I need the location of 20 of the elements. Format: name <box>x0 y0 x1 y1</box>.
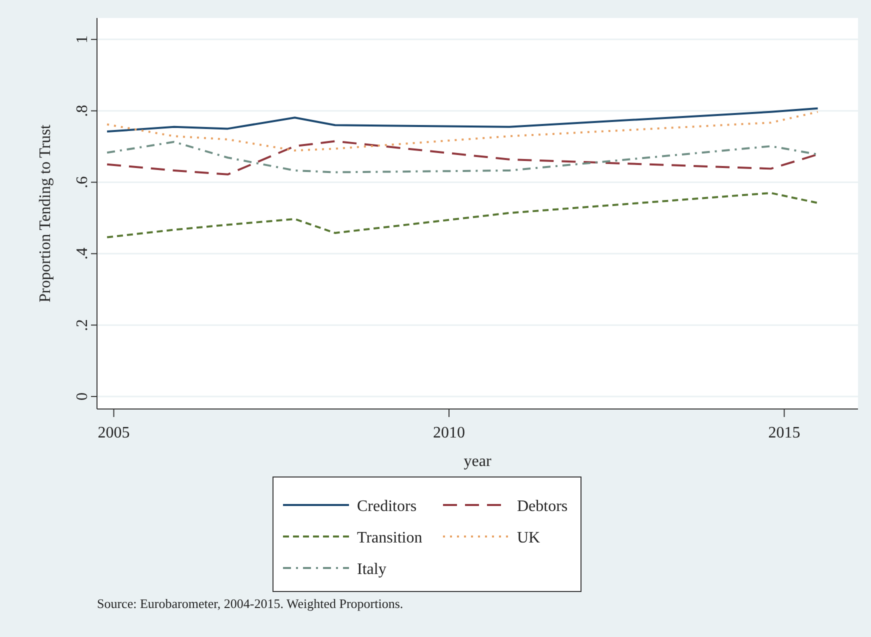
y-tick-label: .6 <box>74 176 91 188</box>
y-tick-label: .2 <box>74 319 91 332</box>
legend-label: UK <box>517 530 541 546</box>
legend-label: Debtors <box>517 498 568 515</box>
x-axis-title: year <box>464 453 492 470</box>
y-tick-label: .8 <box>74 104 91 117</box>
y-tick-label: 0 <box>74 392 91 400</box>
legend-label: Italy <box>357 561 386 578</box>
legend-label: Transition <box>357 530 422 546</box>
line-series <box>106 192 819 238</box>
line-series <box>106 107 819 133</box>
x-tick-label: 2010 <box>433 424 466 442</box>
legend-label: Creditors <box>357 498 417 515</box>
y-tick-label: 1 <box>74 35 91 44</box>
line-series <box>106 110 819 152</box>
y-axis-title: Proportion Tending to Trust <box>37 124 54 302</box>
y-tick-label: .4 <box>74 248 91 260</box>
x-tick-label: 2015 <box>768 424 800 442</box>
source-note: Source: Eurobarometer, 2004-2015. Weighted Proportions. <box>97 596 404 611</box>
x-tick-label: 2005 <box>98 424 130 442</box>
